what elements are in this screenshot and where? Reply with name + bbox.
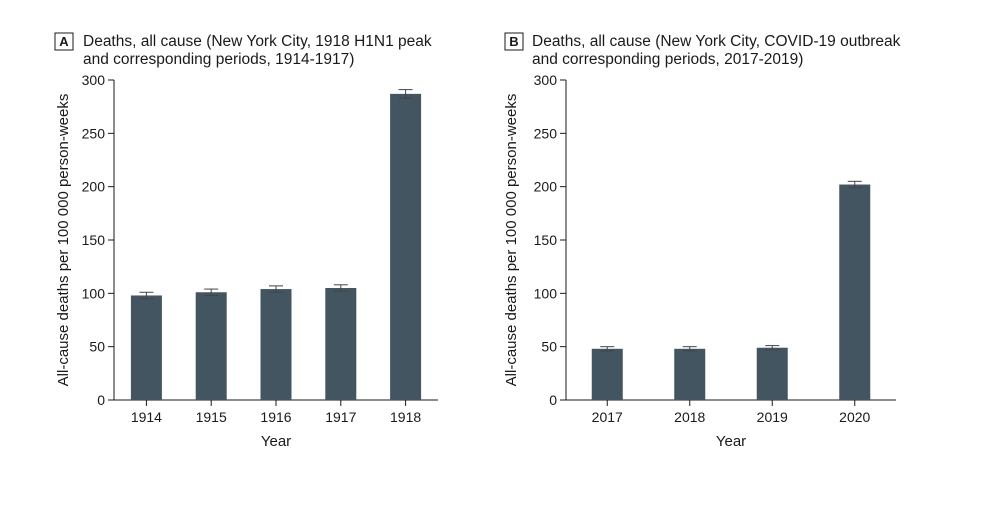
- y-tick-label: 150: [82, 232, 106, 248]
- x-tick-label: 1915: [196, 409, 227, 425]
- y-tick-label: 50: [89, 339, 105, 355]
- x-tick-label: 1914: [131, 409, 162, 425]
- x-tick-label: 1918: [390, 409, 421, 425]
- y-tick-label: 0: [97, 392, 105, 408]
- y-tick-label: 250: [82, 125, 106, 141]
- y-tick-label: 300: [82, 72, 106, 88]
- y-tick-label: 50: [541, 339, 557, 355]
- x-tick-label: 1916: [260, 409, 291, 425]
- panel-a-letter-box: [54, 32, 74, 51]
- bar: [195, 292, 227, 400]
- panel-b-title-line-2: and corresponding periods, 2017-2019): [532, 51, 803, 68]
- panel-a-title-line-1: Deaths, all cause (New York City, 1918 H…: [83, 33, 432, 50]
- panel-b-title-line-1: Deaths, all cause (New York City, COVID-…: [532, 33, 901, 50]
- bar: [325, 288, 357, 400]
- x-axis-label: Year: [716, 433, 746, 450]
- x-tick-label: 2020: [839, 409, 870, 425]
- panel-b-letter-box: [504, 32, 524, 51]
- y-tick-label: 150: [534, 232, 558, 248]
- bar: [756, 347, 788, 400]
- panel-b: B Deaths, all cause (New York City, COVI…: [503, 32, 901, 450]
- bar: [591, 348, 623, 400]
- y-tick-label: 200: [534, 179, 558, 195]
- x-tick-label: 2019: [757, 409, 788, 425]
- x-tick-label: 2017: [592, 409, 623, 425]
- panel-a: A Deaths, all cause (New York City, 1918…: [54, 32, 438, 450]
- x-tick-label: 2018: [674, 409, 705, 425]
- panel-a-plot: 0 50 100 150 200 250 300 1914 1915 1916 1917 1918 Ye…: [55, 72, 438, 450]
- y-axis-label: All-cause deaths per 100 000 person-week…: [503, 94, 520, 387]
- panel-b-letter: B: [509, 34, 518, 49]
- panel-b-plot: 0 50 100 150 200 250 300 2017 2018 2019 2020 Year Al…: [503, 72, 896, 450]
- y-tick-label: 250: [534, 125, 558, 141]
- bar: [390, 93, 422, 400]
- panel-a-title-line-2: and corresponding periods, 1914-1917): [83, 51, 354, 68]
- y-tick-label: 300: [534, 72, 558, 88]
- y-tick-label: 100: [534, 285, 558, 301]
- x-tick-label: 1917: [325, 409, 356, 425]
- y-tick-label: 0: [549, 392, 557, 408]
- bar: [839, 184, 871, 400]
- bar: [260, 289, 292, 400]
- panel-a-letter: A: [59, 34, 69, 49]
- y-axis-label: All-cause deaths per 100 000 person-week…: [55, 94, 72, 387]
- y-tick-label: 100: [82, 285, 106, 301]
- bar: [130, 295, 162, 400]
- bar: [674, 348, 706, 400]
- x-axis-label: Year: [261, 433, 291, 450]
- y-tick-label: 200: [82, 179, 106, 195]
